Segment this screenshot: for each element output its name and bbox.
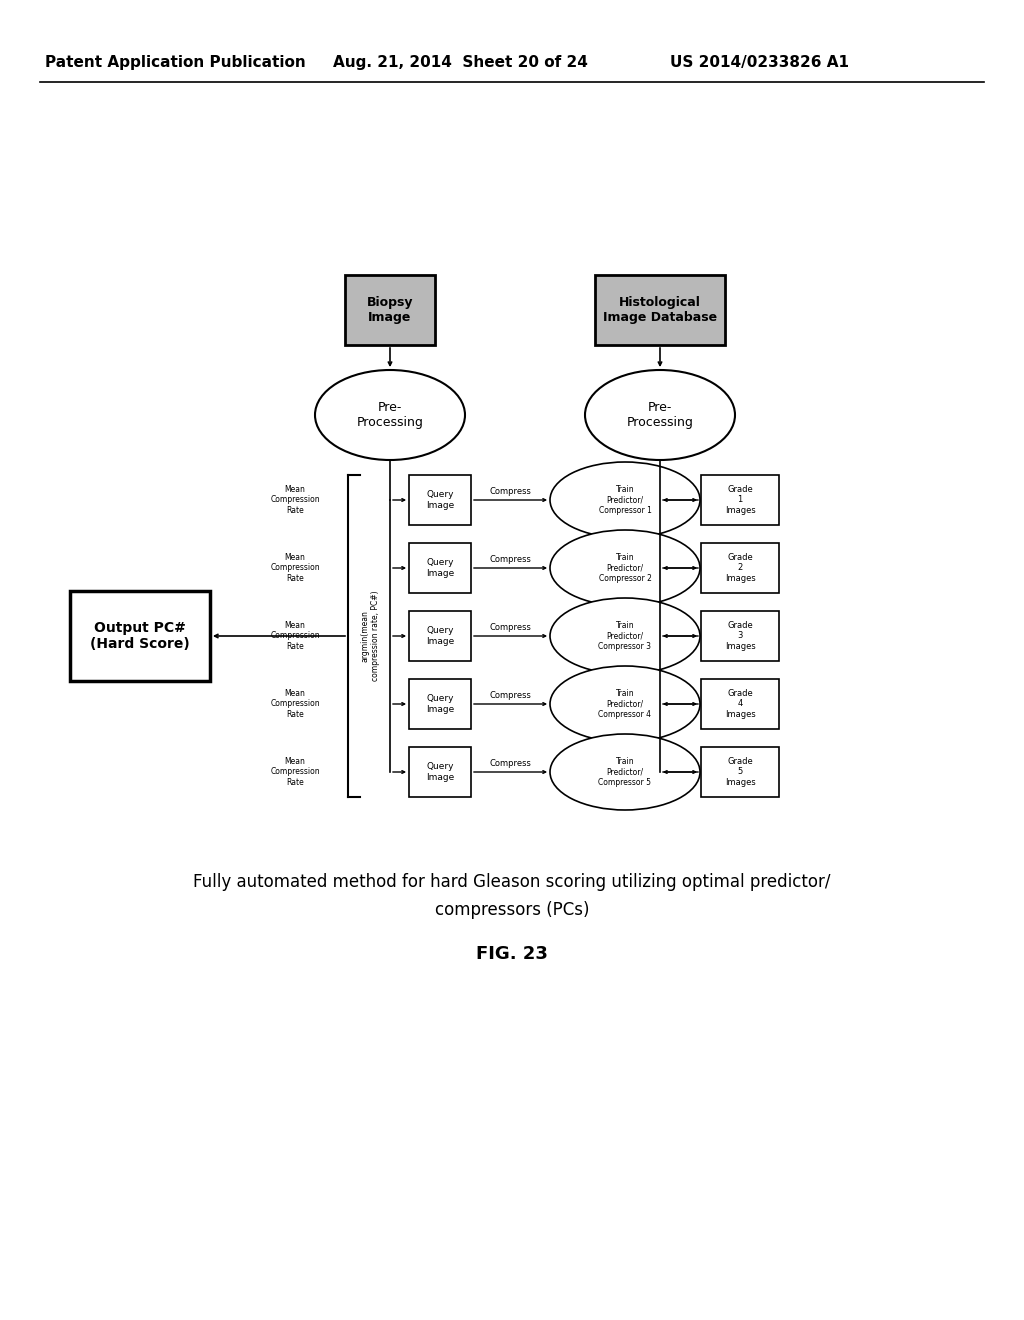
Text: Pre-
Processing: Pre- Processing: [356, 401, 424, 429]
Bar: [701, 543, 779, 593]
Ellipse shape: [550, 667, 700, 742]
Text: Mean
Compression
Rate: Mean Compression Rate: [270, 689, 319, 719]
Text: Train
Predictor/
Compressor 1: Train Predictor/ Compressor 1: [599, 486, 651, 515]
Text: Compress: Compress: [489, 556, 531, 565]
Ellipse shape: [550, 734, 700, 810]
Ellipse shape: [315, 370, 465, 459]
Text: Query
Image: Query Image: [426, 558, 454, 578]
Text: Output PC#
(Hard Score): Output PC# (Hard Score): [90, 620, 189, 651]
Ellipse shape: [550, 598, 700, 675]
Text: FIG. 23: FIG. 23: [476, 945, 548, 964]
Text: Mean
Compression
Rate: Mean Compression Rate: [270, 553, 319, 583]
Text: Grade
5
Images: Grade 5 Images: [725, 758, 756, 787]
Text: Query
Image: Query Image: [426, 694, 454, 714]
Text: Train
Predictor/
Compressor 2: Train Predictor/ Compressor 2: [599, 553, 651, 583]
Text: US 2014/0233826 A1: US 2014/0233826 A1: [671, 54, 850, 70]
Bar: [70, 591, 210, 681]
Text: Pre-
Processing: Pre- Processing: [627, 401, 693, 429]
Text: Train
Predictor/
Compressor 4: Train Predictor/ Compressor 4: [598, 689, 651, 719]
Text: Query
Image: Query Image: [426, 490, 454, 510]
Text: Compress: Compress: [489, 623, 531, 632]
Ellipse shape: [550, 531, 700, 606]
Text: argmin(mean
compression rate, PC#): argmin(mean compression rate, PC#): [361, 590, 380, 681]
Bar: [409, 611, 471, 661]
Text: Mean
Compression
Rate: Mean Compression Rate: [270, 486, 319, 515]
Text: Mean
Compression
Rate: Mean Compression Rate: [270, 622, 319, 651]
Text: Histological
Image Database: Histological Image Database: [603, 296, 717, 323]
Text: Compress: Compress: [489, 759, 531, 768]
Text: Patent Application Publication: Patent Application Publication: [45, 54, 305, 70]
Text: Compress: Compress: [489, 487, 531, 496]
Bar: [701, 678, 779, 729]
Text: Aug. 21, 2014  Sheet 20 of 24: Aug. 21, 2014 Sheet 20 of 24: [333, 54, 588, 70]
Bar: [409, 678, 471, 729]
Text: Train
Predictor/
Compressor 3: Train Predictor/ Compressor 3: [598, 622, 651, 651]
Text: Query
Image: Query Image: [426, 762, 454, 781]
Text: Compress: Compress: [489, 692, 531, 701]
Text: compressors (PCs): compressors (PCs): [435, 902, 589, 919]
Text: Grade
3
Images: Grade 3 Images: [725, 622, 756, 651]
Text: Grade
2
Images: Grade 2 Images: [725, 553, 756, 583]
Bar: [409, 475, 471, 525]
Ellipse shape: [550, 462, 700, 539]
Text: Mean
Compression
Rate: Mean Compression Rate: [270, 758, 319, 787]
Bar: [409, 747, 471, 797]
Bar: [701, 475, 779, 525]
Text: Grade
4
Images: Grade 4 Images: [725, 689, 756, 719]
Text: Fully automated method for hard Gleason scoring utilizing optimal predictor/: Fully automated method for hard Gleason …: [194, 873, 830, 891]
Bar: [595, 275, 725, 345]
Text: Query
Image: Query Image: [426, 626, 454, 645]
Bar: [701, 747, 779, 797]
Bar: [701, 611, 779, 661]
Text: Grade
1
Images: Grade 1 Images: [725, 486, 756, 515]
Ellipse shape: [585, 370, 735, 459]
Bar: [345, 275, 435, 345]
Bar: [409, 543, 471, 593]
Text: Biopsy
Image: Biopsy Image: [367, 296, 414, 323]
Text: Train
Predictor/
Compressor 5: Train Predictor/ Compressor 5: [598, 758, 651, 787]
